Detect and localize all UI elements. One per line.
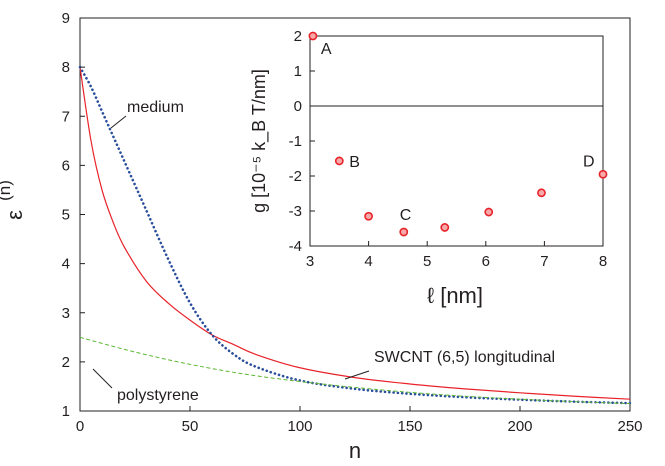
inset-points-group: A B C D <box>308 31 608 237</box>
inset-x-ticks: 3 4 5 6 7 8 <box>306 241 607 270</box>
annotation-polystyrene: polystyrene <box>117 387 199 404</box>
series-line-medium <box>78 65 632 405</box>
main-x-tick-label: 200 <box>507 418 532 435</box>
main-y-axis-symbol: ε <box>2 210 27 220</box>
main-y-axis-superscript: (n) <box>0 180 14 201</box>
main-y-tick-label: 5 <box>62 207 70 224</box>
inset-x-tick-label: 3 <box>306 253 314 270</box>
inset-y-tick-label: -4 <box>289 238 302 255</box>
inset-point <box>440 223 450 232</box>
inset-point-label-b: B <box>349 154 360 171</box>
inset-y-tick-label: -2 <box>289 168 302 185</box>
main-x-axis-title: n <box>349 438 361 463</box>
inset-y-ticks: 2 1 0 -1 -2 -3 -4 <box>289 28 315 255</box>
inset-point <box>537 188 546 198</box>
inset-y-tick-label: 2 <box>294 28 302 45</box>
main-y-tick-label: 6 <box>62 157 70 174</box>
main-y-axis-title: ε (n) <box>0 180 27 220</box>
inset-y-tick-label: -3 <box>289 203 302 220</box>
inset-x-tick-label: 5 <box>423 253 431 270</box>
inset-point <box>598 169 608 179</box>
inset-x-axis-title: ℓ [nm] <box>427 283 483 308</box>
series-line-swcnt-6-5-longitudinal <box>79 67 631 400</box>
inset-y-tick-label: 1 <box>294 63 302 80</box>
inset-point-label-c: C <box>400 207 412 224</box>
inset-point <box>308 31 318 41</box>
main-y-tick-label: 2 <box>62 354 70 371</box>
main-y-tick-label: 7 <box>62 108 70 125</box>
inset-x-tick-label: 7 <box>540 253 548 270</box>
main-y-tick-label: 4 <box>62 256 70 273</box>
inset-y-axis-title: g [10⁻⁵ k_B T/nm] <box>249 69 270 213</box>
main-y-tick-label: 3 <box>62 305 70 322</box>
annotation-medium-leader <box>110 115 127 129</box>
main-x-ticks: 0 50 100 150 200 250 <box>76 406 643 435</box>
main-y-tick-label: 8 <box>62 59 70 76</box>
series-line-polystyrene <box>79 336 631 405</box>
inset-point-label-a: A <box>321 41 332 58</box>
inset-point <box>484 207 494 217</box>
main-x-tick-label: 0 <box>76 418 84 435</box>
main-x-tick-label: 50 <box>182 418 199 435</box>
inset-point <box>364 211 373 221</box>
inset-x-tick-label: 8 <box>599 253 607 270</box>
main-series-group <box>78 65 632 405</box>
inset-plot: 3 4 5 6 7 8 2 1 0 -1 -2 -3 -4 A B C D ℓ [nm] g [10⁻⁵ k… <box>249 28 608 308</box>
inset-point <box>334 156 344 166</box>
annotation-swcnt: SWCNT (6,5) longitudinal <box>374 349 555 366</box>
main-y-ticks: 1 2 3 4 5 6 7 8 9 <box>62 10 85 420</box>
annotation-polystyrene-leader <box>92 368 113 389</box>
main-y-tick-label: 9 <box>62 10 70 27</box>
annotation-medium: medium <box>127 99 184 116</box>
main-x-tick-label: 150 <box>397 418 422 435</box>
main-x-tick-label: 100 <box>287 418 312 435</box>
main-y-tick-label: 1 <box>62 403 70 420</box>
inset-point-label-d: D <box>583 153 595 170</box>
main-x-tick-label: 250 <box>617 418 642 435</box>
inset-x-tick-label: 4 <box>364 253 372 270</box>
inset-y-tick-label: -1 <box>289 133 302 150</box>
annotation-swcnt-leader <box>344 370 370 380</box>
inset-x-tick-label: 6 <box>482 253 490 270</box>
inset-plot-background <box>310 36 603 246</box>
inset-y-tick-label: 0 <box>294 98 302 115</box>
inset-point <box>399 227 409 237</box>
